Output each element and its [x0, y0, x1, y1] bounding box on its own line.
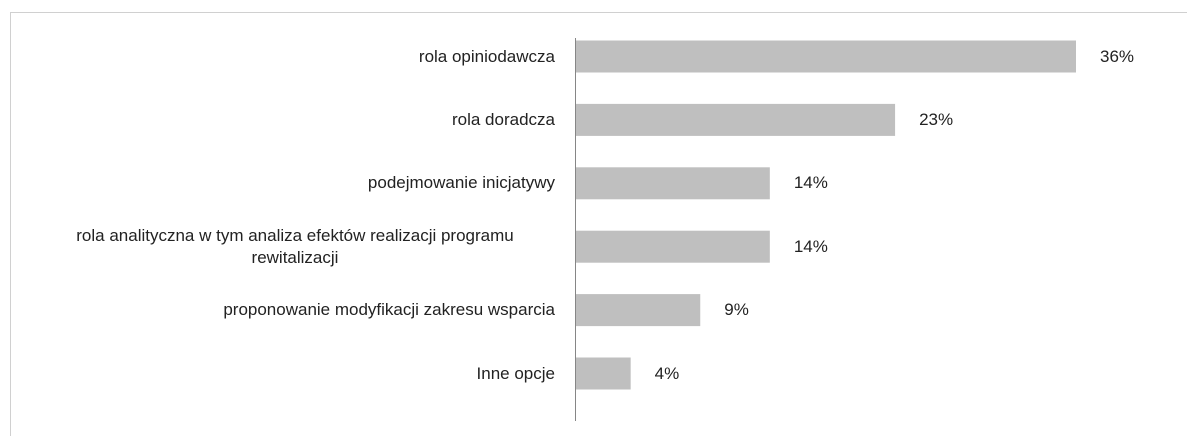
- category-label: rola opiniodawcza: [20, 27, 555, 87]
- bar: [576, 40, 1076, 73]
- value-label: 9%: [724, 300, 749, 320]
- value-label: 14%: [793, 236, 828, 256]
- category-text: rola opiniodawcza: [418, 46, 555, 66]
- category-text: proponowanie modyfikacji zakresu wsparci…: [223, 300, 555, 320]
- category-label: rola doradcza: [20, 90, 555, 150]
- value-label: 14%: [793, 173, 828, 193]
- category-label: podejmowanie inicjatywy: [20, 153, 555, 213]
- chart-frame: [10, 12, 1187, 436]
- value-label: 23%: [919, 109, 954, 129]
- category-text: rola analityczna w tym analiza efektów r…: [76, 225, 514, 267]
- category-label: proponowanie modyfikacji zakresu wsparci…: [20, 280, 555, 340]
- bar: [576, 230, 770, 263]
- bar: [576, 167, 770, 200]
- category-label: rola analityczna w tym analiza efektów r…: [20, 217, 555, 277]
- bar: [576, 357, 631, 390]
- bar: [576, 294, 701, 327]
- bar: [576, 103, 896, 136]
- category-text: podejmowanie inicjatywy: [367, 173, 555, 193]
- category-label: Inne opcje: [20, 344, 555, 404]
- value-label: 4%: [654, 363, 680, 383]
- category-text: rola doradcza: [451, 109, 555, 129]
- category-text: Inne opcje: [476, 363, 555, 383]
- value-label: 36%: [1100, 46, 1135, 66]
